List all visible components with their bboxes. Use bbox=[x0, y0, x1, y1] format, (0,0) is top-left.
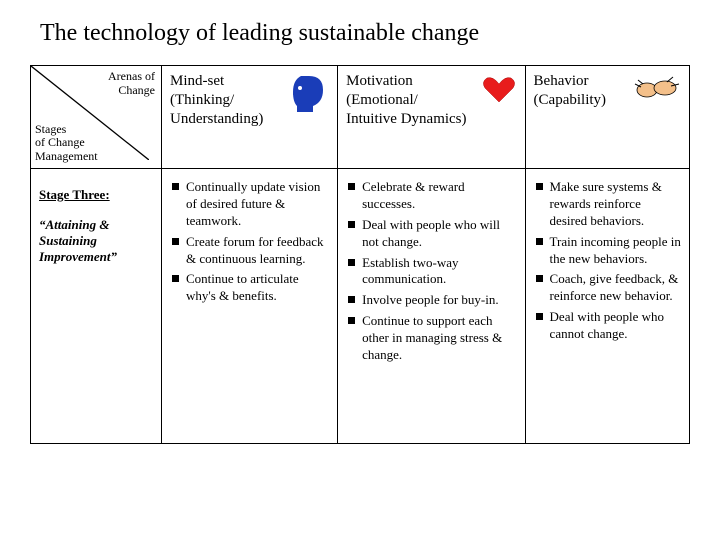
stage-name: Stage Three: bbox=[39, 187, 153, 203]
col-motivation: Motivation (Emotional/ Intuitive Dynamic… bbox=[338, 66, 525, 169]
list-item: Deal with people who will not change. bbox=[346, 217, 516, 251]
col-mindset: Mind-set (Thinking/ Understanding) bbox=[162, 66, 338, 169]
stages-label-3: Management bbox=[35, 149, 98, 163]
list-item: Train incoming people in the new behavio… bbox=[534, 234, 681, 268]
head-icon bbox=[287, 72, 329, 120]
change-table: Arenas of Change Stages of Change Manage… bbox=[30, 65, 690, 444]
motivation-l1: Motivation bbox=[346, 73, 413, 89]
list-item: Make sure systems & rewards reinforce de… bbox=[534, 179, 681, 230]
col-behavior: Behavior (Capability) bbox=[525, 66, 689, 169]
behavior-l2: (Capability) bbox=[534, 92, 606, 108]
stages-label-2: of Change bbox=[35, 135, 85, 149]
list-item: Establish two-way communication. bbox=[346, 255, 516, 289]
mindset-l2: (Thinking/ bbox=[170, 92, 234, 108]
list-item: Coach, give feedback, & reinforce new be… bbox=[534, 271, 681, 305]
mindset-cell: Continually update vision of desired fut… bbox=[162, 169, 338, 444]
stages-label-1: Stages bbox=[35, 122, 66, 136]
list-item: Celebrate & reward successes. bbox=[346, 179, 516, 213]
list-item: Continue to support each other in managi… bbox=[346, 313, 516, 364]
behavior-list: Make sure systems & rewards reinforce de… bbox=[534, 179, 681, 343]
arenas-label-1: Arenas of bbox=[108, 69, 155, 83]
behavior-l1: Behavior bbox=[534, 73, 589, 89]
arenas-label-2: Change bbox=[118, 83, 155, 97]
stage-label-cell: Stage Three: “Attaining & Sustaining Imp… bbox=[31, 169, 162, 444]
list-item: Continue to articulate why's & benefits. bbox=[170, 271, 329, 305]
mindset-l1: Mind-set bbox=[170, 73, 224, 89]
slide-title: The technology of leading sustainable ch… bbox=[40, 20, 690, 47]
stage-subtitle: “Attaining & Sustaining Improvement” bbox=[39, 217, 153, 265]
list-item: Create forum for feedback & continuous l… bbox=[170, 234, 329, 268]
list-item: Deal with people who cannot change. bbox=[534, 309, 681, 343]
mindset-list: Continually update vision of desired fut… bbox=[170, 179, 329, 305]
list-item: Continually update vision of desired fut… bbox=[170, 179, 329, 230]
list-item: Involve people for buy-in. bbox=[346, 292, 516, 309]
motivation-list: Celebrate & reward successes. Deal with p… bbox=[346, 179, 516, 364]
motivation-l3: Intuitive Dynamics) bbox=[346, 111, 466, 127]
hands-icon bbox=[633, 72, 681, 112]
heart-icon bbox=[481, 72, 517, 112]
mindset-l3: Understanding) bbox=[170, 111, 263, 127]
corner-header: Arenas of Change Stages of Change Manage… bbox=[31, 66, 162, 169]
motivation-l2: (Emotional/ bbox=[346, 92, 418, 108]
behavior-cell: Make sure systems & rewards reinforce de… bbox=[525, 169, 689, 444]
motivation-cell: Celebrate & reward successes. Deal with p… bbox=[338, 169, 525, 444]
